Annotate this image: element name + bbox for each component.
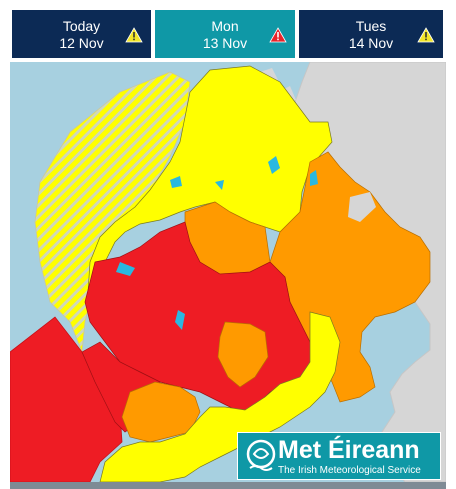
tab-day-label: Today	[62, 18, 101, 34]
lake	[215, 180, 224, 190]
tab-date-label: 13 Nov	[202, 35, 248, 51]
lake	[175, 310, 185, 330]
lake	[116, 262, 135, 276]
region-yellow-north	[87, 65, 333, 309]
lake	[268, 156, 280, 174]
yellow-warning-icon	[417, 27, 435, 43]
orange-inner-island	[348, 192, 376, 222]
map-footer-bar	[10, 482, 446, 489]
tab-date-label: 14 Nov	[348, 35, 394, 51]
met-eireann-swirl-icon	[246, 439, 276, 471]
tab-day-label: Tues	[355, 18, 387, 34]
warning-map[interactable]	[10, 62, 446, 482]
lake	[170, 176, 182, 188]
logo-tagline: The Irish Meteorological Service	[278, 465, 421, 476]
lake	[310, 170, 318, 186]
tab-today[interactable]: Today 12 Nov	[12, 10, 151, 58]
region-orange-midsouth	[217, 321, 269, 388]
yellow-warning-icon	[125, 27, 143, 43]
forecast-day-tabs: Today 12 Nov Mon 13 Nov Tues 14 Nov	[0, 0, 456, 60]
warning-map-svg	[10, 62, 446, 482]
tab-tues[interactable]: Tues 14 Nov	[299, 10, 443, 58]
red-warning-icon	[269, 27, 287, 43]
met-eireann-logo: Met Éireann The Irish Meteorological Ser…	[237, 432, 441, 480]
region-yellow-southeast	[99, 311, 341, 482]
tab-day-label: Mon	[211, 18, 239, 34]
tab-date-label: 12 Nov	[59, 35, 104, 51]
tab-mon[interactable]: Mon 13 Nov	[155, 10, 295, 58]
logo-name: Met Éireann	[278, 436, 420, 464]
